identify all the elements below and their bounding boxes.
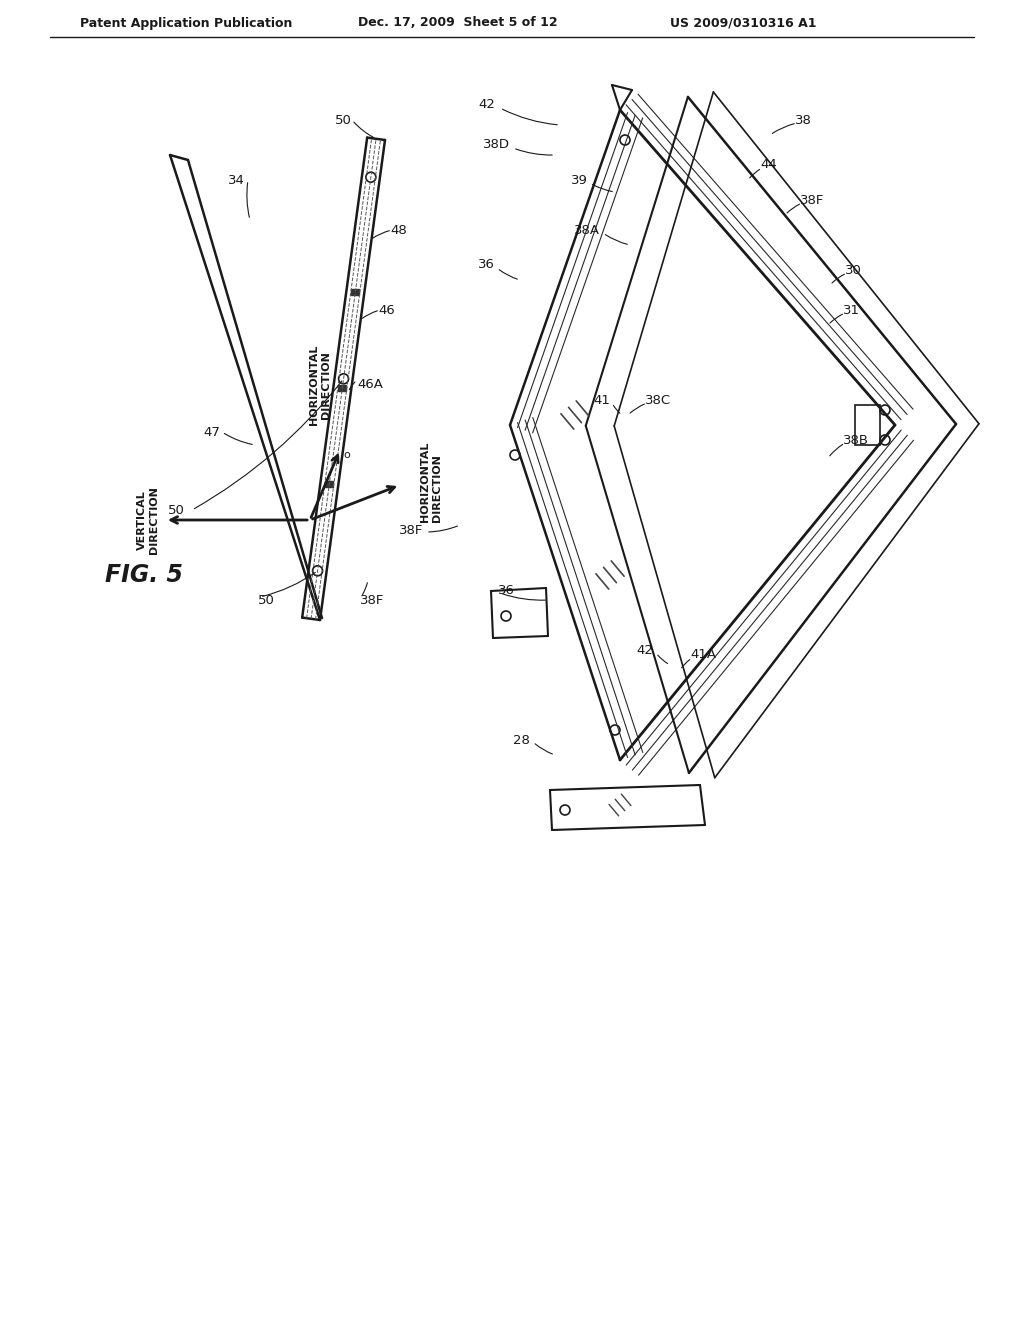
Polygon shape <box>351 289 359 296</box>
Text: HORIZONTAL
DIRECTION: HORIZONTAL DIRECTION <box>420 442 441 523</box>
Text: 28: 28 <box>513 734 530 747</box>
Polygon shape <box>338 385 346 392</box>
Text: 38F: 38F <box>398 524 423 536</box>
Text: 31: 31 <box>843 304 860 317</box>
Text: US 2009/0310316 A1: US 2009/0310316 A1 <box>670 16 816 29</box>
Text: 42: 42 <box>478 99 495 111</box>
Text: FIG. 5: FIG. 5 <box>105 564 183 587</box>
Text: VERTICAL
DIRECTION: VERTICAL DIRECTION <box>137 486 159 554</box>
Text: 39: 39 <box>571 173 588 186</box>
Text: 46: 46 <box>378 304 394 317</box>
Polygon shape <box>326 482 333 487</box>
Text: 38C: 38C <box>645 393 671 407</box>
Text: 46A: 46A <box>357 379 383 392</box>
Text: 38: 38 <box>795 114 812 127</box>
Text: 38F: 38F <box>360 594 384 606</box>
Text: 38F: 38F <box>800 194 824 206</box>
Text: 48: 48 <box>390 223 407 236</box>
Text: Dec. 17, 2009  Sheet 5 of 12: Dec. 17, 2009 Sheet 5 of 12 <box>358 16 558 29</box>
Text: 36: 36 <box>478 259 495 272</box>
Text: 44: 44 <box>760 158 777 172</box>
Text: 36: 36 <box>498 583 515 597</box>
Text: 41A: 41A <box>690 648 716 661</box>
Text: 38A: 38A <box>574 223 600 236</box>
Text: 50: 50 <box>168 503 185 516</box>
Text: 47: 47 <box>203 425 220 438</box>
Text: HORIZONTAL
DIRECTION: HORIZONTAL DIRECTION <box>309 345 331 425</box>
Text: 38B: 38B <box>843 433 869 446</box>
Text: Patent Application Publication: Patent Application Publication <box>80 16 293 29</box>
Text: 42: 42 <box>636 644 653 656</box>
Text: 41: 41 <box>593 393 610 407</box>
Text: 50: 50 <box>335 114 352 127</box>
Text: o: o <box>344 450 350 459</box>
Text: 34: 34 <box>228 173 245 186</box>
Text: 38D: 38D <box>483 139 510 152</box>
Text: 50: 50 <box>258 594 274 606</box>
Text: 30: 30 <box>845 264 862 276</box>
